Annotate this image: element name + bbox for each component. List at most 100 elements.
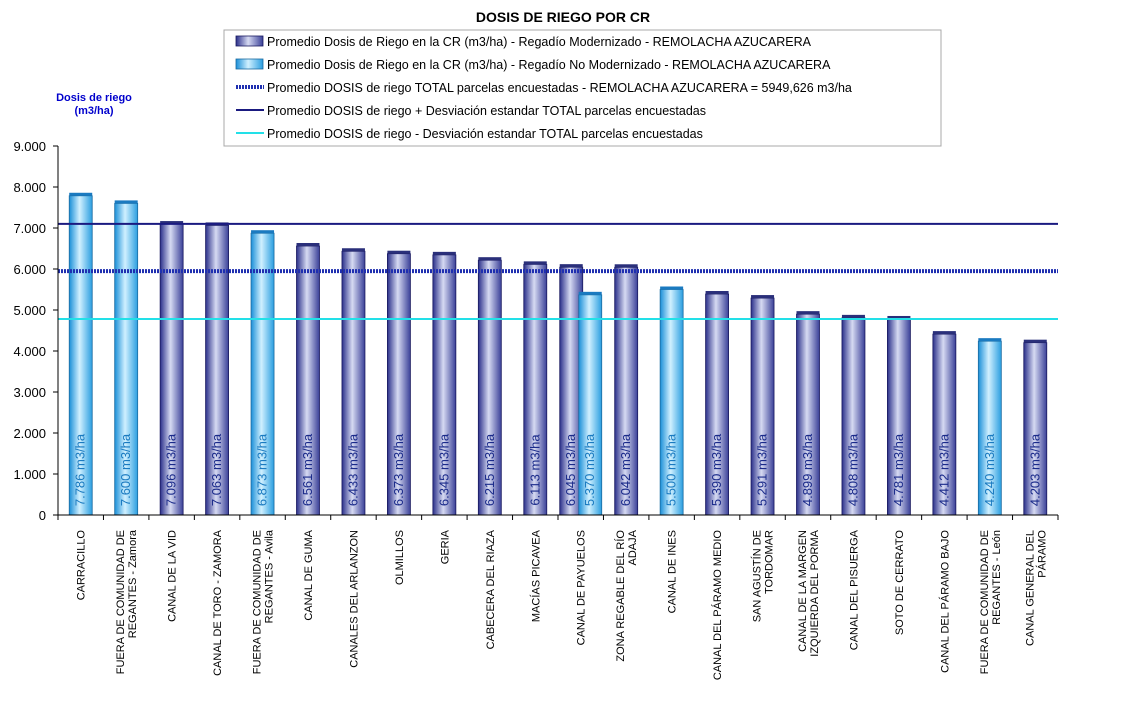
data-label: 4.781 m3/ha xyxy=(891,433,906,506)
x-tick-label: FUERA DE COMUNIDAD DE xyxy=(115,530,127,674)
y-tick-label: 7.000 xyxy=(13,221,46,236)
x-tick-label: CANAL GENERAL DEL xyxy=(1024,530,1036,646)
bar-top-cap xyxy=(614,264,638,268)
data-label: 6.045 m3/ha xyxy=(563,433,578,506)
data-label: 6.345 m3/ha xyxy=(436,433,451,506)
y-axis-ticks: 0 1.000 2.000 3.000 4.000 5.000 6.000 7.000 8.00… xyxy=(13,139,58,523)
y-tick-label: 3.000 xyxy=(13,385,46,400)
x-tick-label: SOTO DE CERRATO xyxy=(894,530,906,636)
x-tick-label: REGANTES - León xyxy=(991,530,1003,625)
bar-top-cap xyxy=(978,338,1002,342)
bar-top-cap xyxy=(705,291,729,295)
bar-top-cap xyxy=(578,291,602,295)
x-tick-label: CANAL DE LA MARGEN xyxy=(797,530,809,652)
legend-swatch-no-modernizado xyxy=(235,58,264,70)
x-tick-label: CANAL DE PAYUELOS xyxy=(576,530,588,645)
data-label: 4.412 m3/ha xyxy=(936,433,951,506)
bar-top-cap xyxy=(69,192,93,196)
data-label: 7.096 m3/ha xyxy=(164,433,179,506)
bar-top-cap xyxy=(160,221,184,225)
x-tick-label: CANAL DEL PÁRAMO MEDIO xyxy=(711,530,724,681)
bar-top-cap xyxy=(478,257,502,261)
y-tick-label: 6.000 xyxy=(13,262,46,277)
bar-top-cap xyxy=(251,230,275,234)
x-tick-label: PÁRAMO xyxy=(1035,530,1048,578)
legend-label-modernizado: Promedio Dosis de Riego en la CR (m3/ha)… xyxy=(267,35,812,49)
x-tick-label: FUERA DE COMUNIDAD DE xyxy=(252,530,264,674)
x-tick-label: REGANTES - Zamora xyxy=(127,529,139,638)
data-label: 5.500 m3/ha xyxy=(664,433,679,506)
y-tick-label: 4.000 xyxy=(13,344,46,359)
data-label: 6.373 m3/ha xyxy=(391,433,406,506)
data-label: 5.291 m3/ha xyxy=(755,433,770,506)
bar-top-cap xyxy=(887,315,911,319)
data-label: 4.240 m3/ha xyxy=(982,433,997,506)
bar-top-cap xyxy=(341,248,365,252)
x-tick-label: CANAL DEL PISUERGA xyxy=(848,529,860,650)
x-tick-label: MACÍAS PICAVEA xyxy=(529,529,542,622)
y-tick-label: 2.000 xyxy=(13,426,46,441)
x-axis-ticks: CARRACILLO FUERA DE COMUNIDAD DE REGANTES … xyxy=(57,515,1059,681)
data-label: 6.433 m3/ha xyxy=(345,433,360,506)
bar-top-cap xyxy=(751,295,775,299)
data-labels: 7.786 m3/ha 7.600 m3/ha 7.096 m3/ha 7.063 m… xyxy=(73,433,1043,506)
data-label: 5.390 m3/ha xyxy=(709,433,724,506)
x-tick-label: CANAL DEL PÁRAMO BAJO xyxy=(938,530,951,673)
data-label: 4.899 m3/ha xyxy=(800,433,815,506)
x-tick-label: FUERA DE COMUNIDAD DE xyxy=(979,530,991,674)
x-tick-label: CANAL DE INES xyxy=(667,530,679,613)
legend-label-promedio-total: Promedio DOSIS de riego TOTAL parcelas e… xyxy=(267,81,852,95)
bar-top-cap xyxy=(296,242,320,246)
x-tick-label: ADAJA xyxy=(627,529,639,565)
bar-top-cap xyxy=(432,251,456,255)
y-tick-label: 5.000 xyxy=(13,303,46,318)
x-tick-label: SAN AGUSTÍN DE xyxy=(751,530,764,622)
x-tick-label: IZQUIERDA DEL PORMA xyxy=(809,529,821,656)
data-label: 6.215 m3/ha xyxy=(482,433,497,506)
y-axis-label-line-2: (m3/ha) xyxy=(74,105,113,117)
bar-top-cap xyxy=(660,286,684,290)
legend-label-mas-desviacion: Promedio DOSIS de riego + Desviación est… xyxy=(267,104,706,118)
bar-top-cap xyxy=(796,311,820,315)
bar-top-cap xyxy=(932,331,956,335)
data-label: 5.370 m3/ha xyxy=(582,433,597,506)
data-label: 6.042 m3/ha xyxy=(618,433,633,506)
legend-label-no-modernizado: Promedio Dosis de Riego en la CR (m3/ha)… xyxy=(267,58,831,72)
y-tick-label: 0 xyxy=(39,508,46,523)
y-tick-label: 1.000 xyxy=(13,467,46,482)
y-tick-label: 8.000 xyxy=(13,180,46,195)
legend: Promedio Dosis de Riego en la CR (m3/ha)… xyxy=(223,29,942,147)
x-tick-label: REGANTES - Avila xyxy=(264,529,276,623)
chart-title: DOSIS DE RIEGO POR CR xyxy=(476,9,650,25)
x-tick-label: CANAL DE TORO - ZAMORA xyxy=(212,529,224,676)
data-label: 4.203 m3/ha xyxy=(1027,433,1042,506)
reference-lines xyxy=(58,222,1058,321)
data-label: 4.808 m3/ha xyxy=(845,433,860,506)
x-tick-label: CANALES DEL ARLANZON xyxy=(348,530,360,668)
x-tick-label: OLMILLOS xyxy=(394,530,406,585)
data-label: 6.873 m3/ha xyxy=(255,433,270,506)
data-label: 7.786 m3/ha xyxy=(73,433,88,506)
legend-box xyxy=(223,29,942,147)
bar-top-cap xyxy=(114,200,138,204)
legend-swatch-modernizado xyxy=(235,35,264,47)
bar-top-cap xyxy=(1023,339,1047,343)
data-label: 7.600 m3/ha xyxy=(118,433,133,506)
x-tick-label: TORDOMAR xyxy=(764,530,776,594)
x-tick-label: CANAL DE GUMA xyxy=(303,529,315,620)
data-label: 7.063 m3/ha xyxy=(209,433,224,506)
bars xyxy=(68,192,1048,516)
x-tick-label: CABECERA DEL RIAZA xyxy=(485,529,497,649)
data-label: 6.561 m3/ha xyxy=(300,433,315,506)
bar-top-cap xyxy=(523,261,547,265)
x-tick-label: CARRACILLO xyxy=(76,530,88,601)
bar-top-cap xyxy=(559,264,583,268)
x-tick-label: ZONA REGABLE DEL RÍO xyxy=(614,530,627,662)
bar-top-cap xyxy=(841,314,865,318)
x-tick-label: GERIA xyxy=(439,529,451,564)
y-axis-label-line-1: Dosis de riego xyxy=(56,92,132,104)
legend-label-menos-desviacion: Promedio DOSIS de riego - Desviación est… xyxy=(267,127,703,141)
y-tick-label: 9.000 xyxy=(13,139,46,154)
data-label: 6.113 m3/ha xyxy=(527,434,542,506)
